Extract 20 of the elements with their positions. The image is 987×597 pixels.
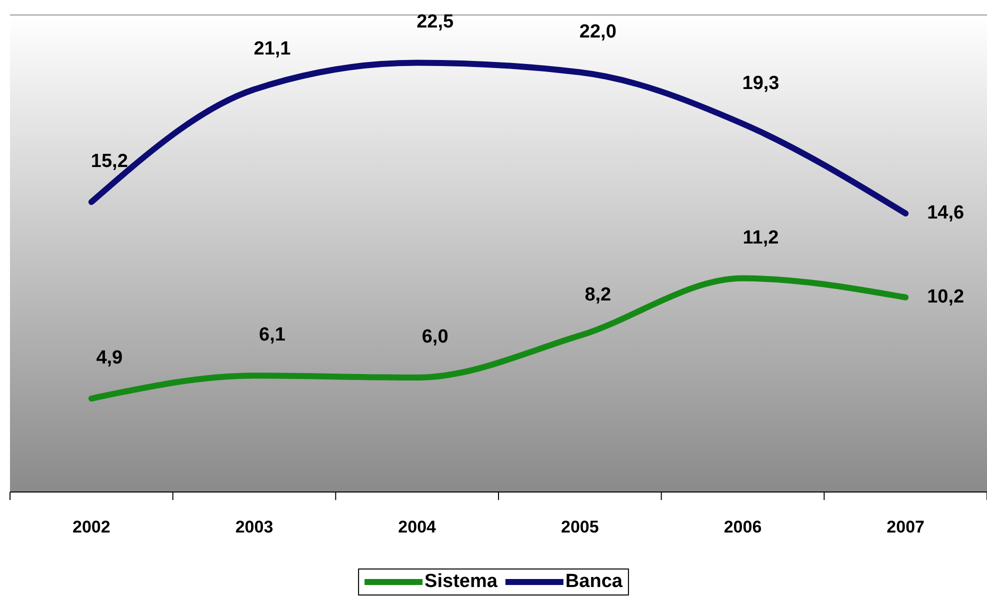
x-tick-label: 2003 [235, 517, 274, 536]
data-label: 22,5 [416, 12, 454, 33]
data-label: 6,0 [422, 326, 448, 348]
x-tick-label: 2005 [561, 517, 599, 536]
x-tick-label: 2004 [398, 517, 437, 536]
data-label: 6,1 [259, 324, 286, 346]
data-label: 14,6 [927, 202, 964, 224]
data-label: 15,2 [90, 151, 128, 172]
data-label: 4,9 [96, 348, 123, 369]
legend-label: Banca [565, 571, 623, 592]
data-label: 22,0 [579, 21, 616, 42]
data-label: 21,1 [254, 38, 292, 60]
data-label: 10,2 [927, 286, 964, 308]
data-label: 8,2 [584, 284, 612, 306]
x-tick-label: 2006 [724, 517, 762, 536]
x-tick-label: 2002 [72, 517, 110, 536]
data-label: 11,2 [742, 227, 779, 248]
data-label: 19,3 [742, 72, 780, 94]
x-tick-label: 2007 [886, 517, 924, 536]
legend-label: Sistema [424, 571, 498, 592]
